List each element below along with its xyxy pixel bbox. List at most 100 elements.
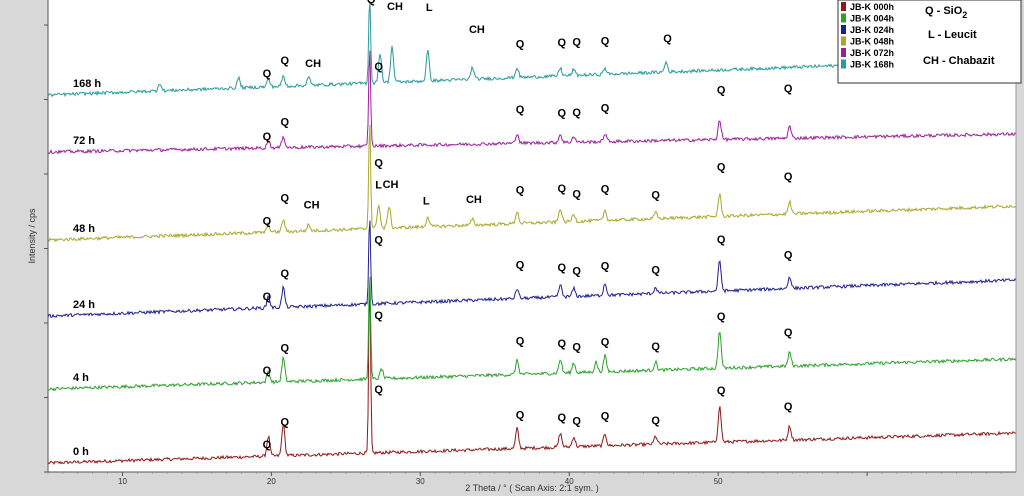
- legend-entry-2: JB-K 004h: [850, 14, 894, 24]
- trace-4-annotation-9: Q: [516, 184, 525, 196]
- trace-6-annotation-2: Q: [281, 55, 290, 67]
- trace-3-annotation-5: Q: [558, 262, 567, 274]
- trace-6-annotation-4: Q: [367, 0, 376, 6]
- trace-4-annotation-8: CH: [466, 194, 482, 206]
- trace-5-annotation-5: Q: [558, 107, 567, 119]
- legend-entry-5: JB-K 072h: [850, 48, 894, 58]
- trace-5-annotation-2: Q: [281, 117, 290, 129]
- trace-1-annotation-2: Q: [281, 417, 290, 429]
- trace-6-annotation-11: Q: [601, 35, 610, 47]
- trace-4-line: [47, 124, 1017, 243]
- legend-entry-4: JB-K 048h: [850, 37, 894, 47]
- phase-key-l: L - Leucit: [928, 29, 977, 41]
- phase-key-q: Q - SiO2: [925, 5, 967, 20]
- legend-entry-1: JB-K 000h: [850, 2, 894, 12]
- trace-3-line: [47, 220, 1017, 318]
- trace-5-annotation-3: Q: [374, 61, 383, 73]
- trace-3-annotation-7: Q: [601, 260, 610, 272]
- trace-5-annotation-7: Q: [601, 103, 610, 115]
- trace-1-annotation-8: Q: [651, 415, 660, 427]
- trace-3-annotation-6: Q: [572, 265, 581, 277]
- trace-4-annotation-7: L: [423, 196, 430, 208]
- trace-1-annotation-3: Q: [374, 384, 383, 396]
- legend-entry-3: JB-K 024h: [850, 25, 894, 35]
- y-ticks-group: [44, 24, 48, 473]
- trace-2-label: 4 h: [73, 372, 89, 384]
- trace-labels-group: 0 h 4 h 24 h 48 h 72 h 168 h: [73, 78, 101, 458]
- trace-1-annotation-5: Q: [558, 412, 567, 424]
- trace-5-annotation-9: Q: [784, 83, 793, 95]
- trace-6-annotation-10: Q: [572, 36, 581, 48]
- trace-4-annotation-14: Q: [717, 161, 726, 173]
- trace-4-annotation-5: L: [375, 179, 382, 191]
- legend-box: [837, 0, 1022, 84]
- trace-6-annotation-5: CH: [387, 1, 403, 13]
- trace-2-annotation-7: Q: [601, 337, 610, 349]
- trace-6-annotation-3: CH: [305, 58, 321, 70]
- x-tick-label-20: 20: [267, 477, 276, 486]
- trace-2-annotation-4: Q: [516, 335, 525, 347]
- x-tick-label-50: 50: [714, 477, 723, 486]
- trace-6-label: 168 h: [73, 78, 101, 90]
- trace-5-annotation-1: Q: [263, 131, 272, 143]
- trace-1-annotation-1: Q: [263, 439, 272, 451]
- trace-4-annotation-3: CH: [304, 200, 320, 212]
- trace-4-annotation-11: Q: [572, 188, 581, 200]
- trace-4-annotation-2: Q: [281, 193, 290, 205]
- trace-3-annotation-4: Q: [516, 259, 525, 271]
- trace-5-annotation-4: Q: [516, 104, 525, 116]
- legend-entry-6: JB-K 168h: [850, 60, 894, 70]
- trace-3-annotation-3: Q: [374, 235, 383, 247]
- x-tick-label-40: 40: [565, 477, 574, 486]
- trace-3-annotation-1: Q: [263, 291, 272, 303]
- trace-6-annotation-9: Q: [558, 37, 567, 49]
- trace-4-annotation-1: Q: [263, 215, 272, 227]
- trace-5-line: [47, 50, 1017, 155]
- trace-3-annotation-2: Q: [281, 268, 290, 280]
- trace-6-annotation-6: L: [426, 2, 433, 14]
- trace-2-annotation-6: Q: [572, 342, 581, 354]
- trace-1-annotation-7: Q: [601, 411, 610, 423]
- trace-5-annotation-8: Q: [717, 84, 726, 96]
- trace-5-label: 72 h: [73, 135, 95, 147]
- trace-4-annotation-4: Q: [374, 157, 383, 169]
- phase-key-ch: CH - Chabazit: [923, 55, 995, 67]
- trace-2-annotation-1: Q: [263, 365, 272, 377]
- trace-5-annotation-6: Q: [572, 107, 581, 119]
- legend-swatch-1: [841, 2, 846, 11]
- trace-3-annotation-8: Q: [651, 264, 660, 276]
- trace-3-label: 24 h: [73, 299, 95, 311]
- x-axis-title: 2 Theta / ° ( Scan Axis: 2:1 sym. ): [465, 483, 598, 493]
- trace-2-annotation-2: Q: [281, 343, 290, 355]
- legend-swatch-6: [841, 59, 846, 69]
- legend-swatch-3: [841, 25, 846, 34]
- trace-4-annotation-6: CH: [383, 179, 399, 191]
- legend-swatch-4: [841, 36, 846, 46]
- trace-2-line: [47, 276, 1017, 392]
- trace-4-annotation-13: Q: [651, 190, 660, 202]
- trace-4-annotation-15: Q: [784, 171, 793, 183]
- trace-2-annotation-8: Q: [651, 341, 660, 353]
- trace-3-annotation-10: Q: [784, 249, 793, 261]
- phase-key-group: Q - SiO2 L - Leucit CH - Chabazit: [923, 5, 995, 67]
- trace-6-annotation-8: Q: [516, 38, 525, 50]
- trace-2-annotation-10: Q: [784, 327, 793, 339]
- legend-swatch-5: [841, 48, 846, 57]
- trace-4-label: 48 h: [73, 223, 95, 235]
- trace-1-annotation-10: Q: [784, 401, 793, 413]
- x-tick-label-10: 10: [118, 477, 127, 486]
- trace-2-annotation-5: Q: [558, 338, 567, 350]
- trace-4-annotation-10: Q: [558, 183, 567, 195]
- trace-1-annotation-6: Q: [572, 416, 581, 428]
- trace-2-annotation-9: Q: [717, 311, 726, 323]
- legend-swatch-2: [841, 13, 846, 23]
- trace-1-annotation-4: Q: [516, 409, 525, 421]
- trace-1-label: 0 h: [73, 446, 89, 458]
- trace-3-annotation-9: Q: [717, 234, 726, 246]
- trace-4-annotation-12: Q: [601, 183, 610, 195]
- x-tick-label-30: 30: [416, 477, 425, 486]
- trace-6-annotation-7: CH: [469, 24, 485, 36]
